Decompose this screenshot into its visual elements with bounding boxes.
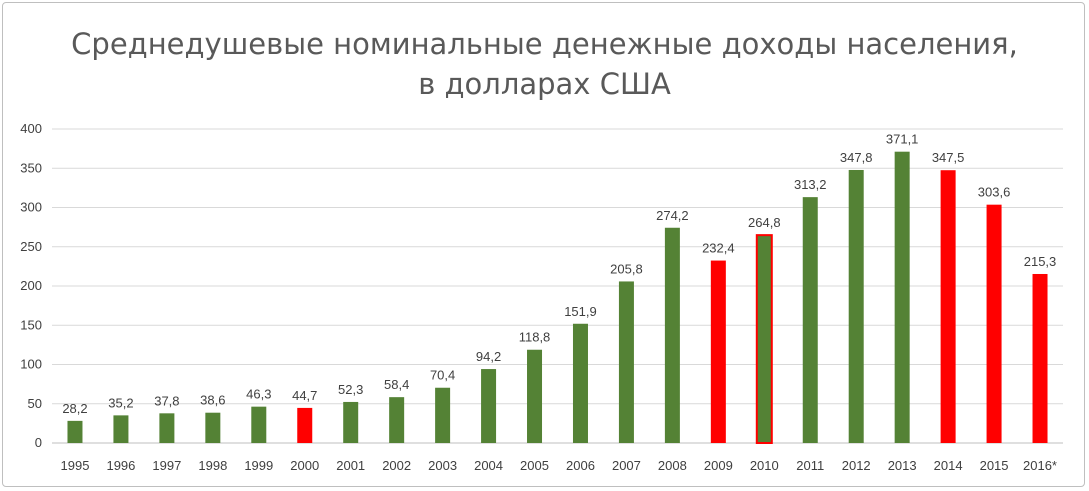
y-tick-label: 0: [35, 435, 42, 450]
data-label: 303,6: [978, 185, 1011, 200]
data-label: 58,4: [384, 377, 409, 392]
bar-2010: [755, 234, 773, 444]
bar-2016: [1032, 273, 1048, 443]
bar-2011: [802, 197, 818, 443]
x-tick-label: 2011: [796, 458, 824, 473]
x-tick-label: 2010: [750, 458, 779, 473]
data-label: 264,8: [748, 215, 781, 230]
x-tick-label: 2007: [612, 458, 641, 473]
bar-1997: [159, 413, 175, 443]
x-tick-label: 1995: [61, 458, 90, 473]
data-label: 371,1: [886, 132, 919, 147]
chart-title-line2: в долларах США: [418, 67, 671, 101]
x-tick-label: 2006: [566, 458, 595, 473]
data-label: 52,3: [338, 382, 363, 397]
gridlines: [52, 128, 1063, 444]
data-label: 232,4: [702, 241, 735, 256]
data-label: 347,5: [932, 150, 965, 165]
data-label: 46,3: [246, 387, 271, 402]
data-label: 35,2: [108, 395, 133, 410]
chart-title: Среднедушевые номинальные денежные доход…: [0, 24, 1089, 104]
x-tick-label: 2015: [980, 458, 1009, 473]
x-tick-label: 2009: [704, 458, 733, 473]
y-tick-label: 200: [20, 278, 42, 293]
data-label: 37,8: [154, 393, 179, 408]
x-tick-label: 1997: [152, 458, 181, 473]
bar-2013: [894, 151, 910, 443]
bar-2009: [710, 260, 726, 443]
data-label: 118,8: [519, 330, 551, 345]
x-tick-label: 1996: [106, 458, 135, 473]
x-tick-label: 2008: [658, 458, 687, 473]
x-tick-label: 2014: [934, 458, 963, 473]
x-tick-label: 2012: [842, 458, 871, 473]
x-tick-label: 2013: [888, 458, 917, 473]
y-tick-label: 50: [28, 396, 42, 411]
data-label: 94,2: [476, 349, 501, 364]
y-tick-label: 400: [20, 121, 42, 136]
bar-2000: [297, 407, 313, 443]
x-tick-label: 2000: [290, 458, 319, 473]
x-tick-label: 2005: [520, 458, 549, 473]
data-label: 70,4: [430, 368, 455, 383]
bar-2007: [618, 281, 634, 443]
bars: [67, 151, 1048, 444]
data-label: 38,6: [200, 393, 225, 408]
bar-1995: [67, 420, 83, 443]
y-tick-label: 250: [20, 239, 42, 254]
data-label: 28,2: [62, 401, 87, 416]
x-tick-label: 2003: [428, 458, 457, 473]
data-label: 44,7: [292, 388, 317, 403]
bar-2014: [940, 170, 956, 443]
data-label: 151,9: [564, 304, 597, 319]
y-tick-label: 150: [20, 317, 42, 332]
x-tick-label: 1998: [198, 458, 227, 473]
chart-title-line1: Среднедушевые номинальные денежные доход…: [71, 27, 1018, 61]
y-axis-ticks: 0 50 100 150 200 250 300 350 400: [20, 121, 42, 450]
y-tick-label: 300: [20, 200, 42, 215]
x-tick-label: 2001: [336, 458, 365, 473]
bar-2006: [572, 323, 588, 443]
data-labels: 28,2 35,2 37,8 38,6 46,3 44,7 52,3 58,4 70,4 94,2…: [62, 132, 1056, 416]
x-tick-label: 2016*: [1023, 458, 1057, 473]
bar-1998: [205, 412, 221, 443]
bar-2002: [389, 397, 405, 443]
data-label: 215,3: [1024, 254, 1057, 269]
y-tick-label: 100: [20, 357, 42, 372]
bar-2015: [986, 204, 1002, 443]
data-label: 274,2: [656, 208, 689, 223]
bar-1996: [113, 415, 129, 443]
y-tick-label: 350: [20, 160, 42, 175]
bar-2008: [664, 227, 680, 443]
x-tick-label: 1999: [244, 458, 273, 473]
data-label: 347,8: [840, 150, 873, 165]
x-tick-label: 2002: [382, 458, 411, 473]
data-label: 313,2: [794, 177, 827, 192]
x-tick-label: 2004: [474, 458, 503, 473]
data-label: 205,8: [610, 261, 643, 276]
x-axis-ticks: 1995 1996 1997 1998 1999 2000 2001 2002 2003 2004…: [61, 458, 1057, 473]
bar-2005: [527, 349, 543, 443]
bar-2012: [848, 169, 864, 444]
bar-2001: [343, 401, 359, 443]
bar-2003: [435, 387, 451, 443]
bar-1999: [251, 406, 267, 443]
bar-2004: [481, 369, 497, 443]
